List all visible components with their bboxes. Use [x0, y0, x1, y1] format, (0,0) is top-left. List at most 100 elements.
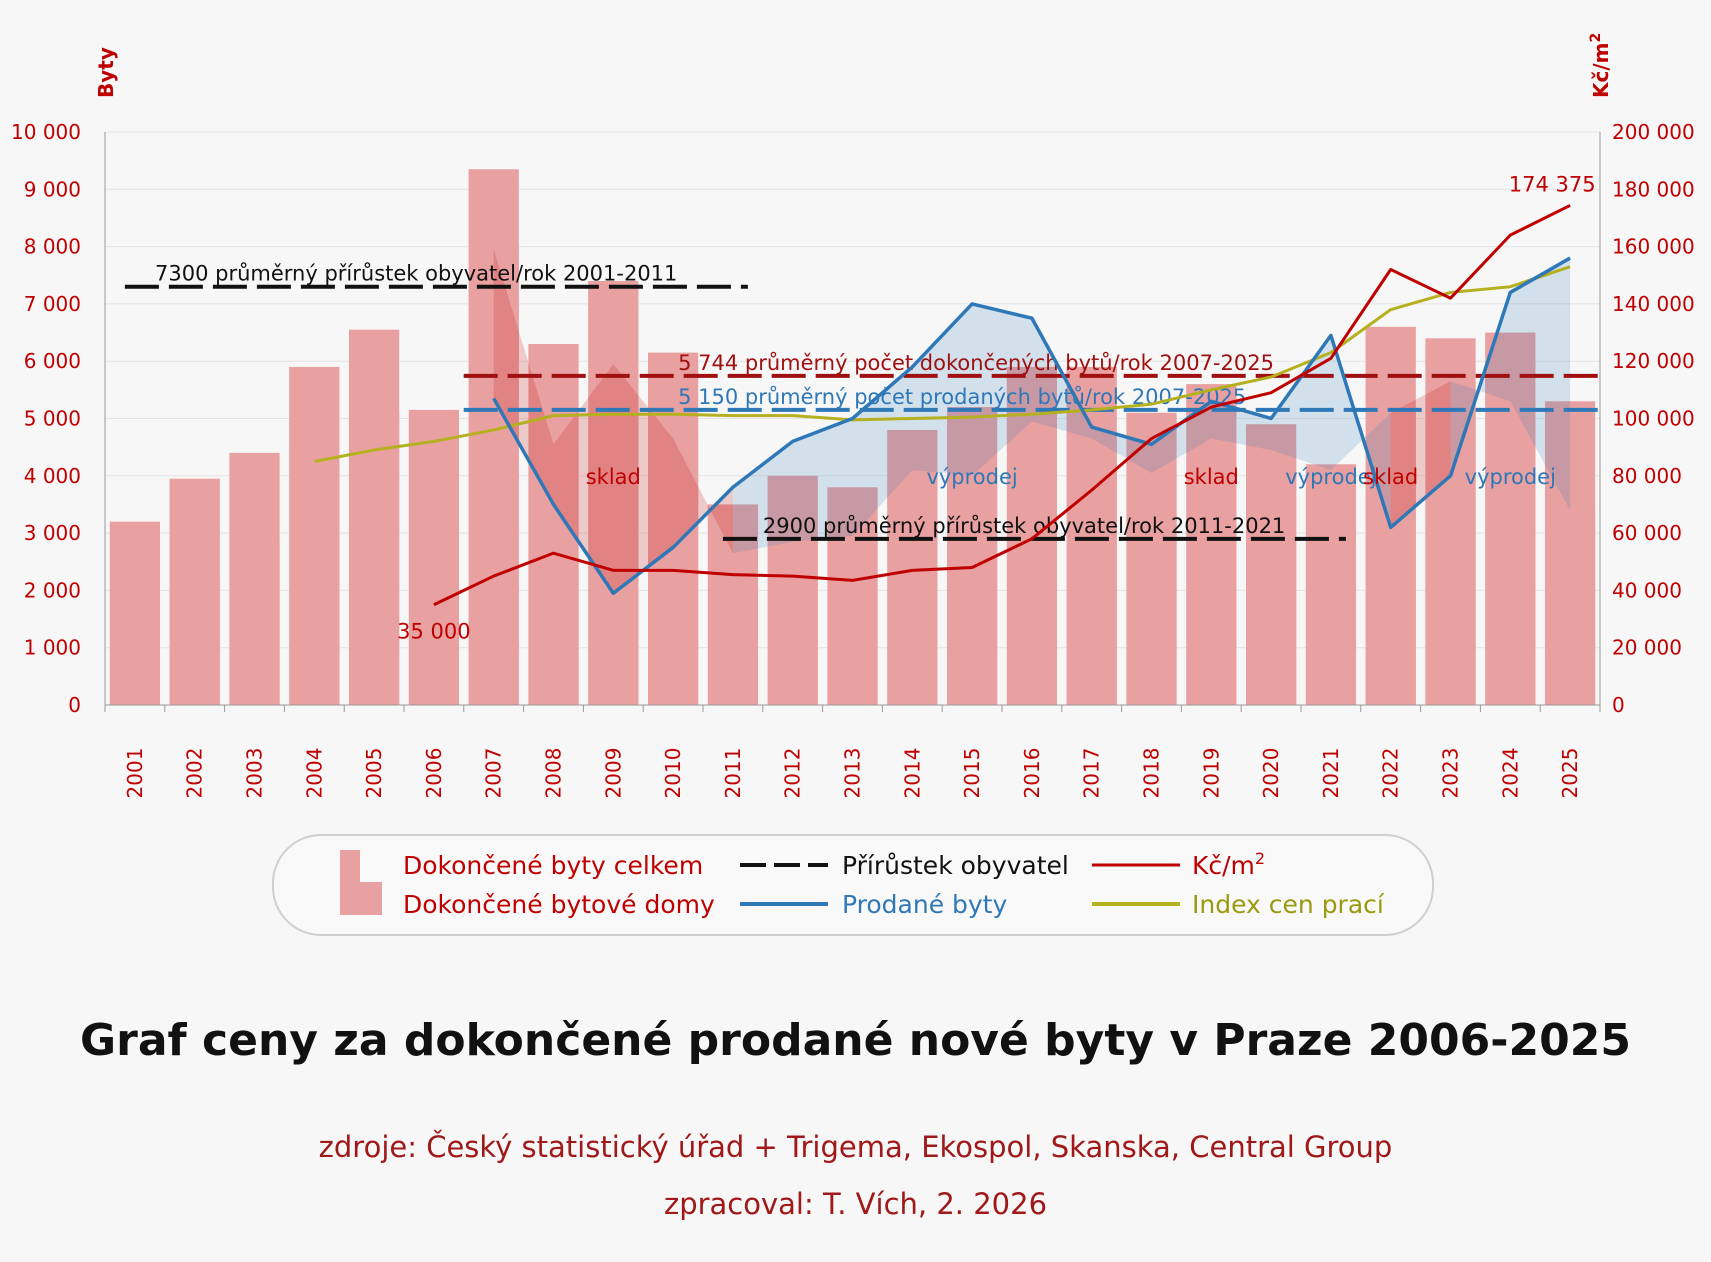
x-tick-label: 2006 — [422, 748, 446, 799]
x-tick-label: 2002 — [183, 748, 207, 799]
bar-houses — [1326, 470, 1357, 705]
bar-houses — [548, 444, 579, 705]
right-axis-title-sup: 2 — [1588, 33, 1604, 43]
left-tick-label: 1 000 — [24, 636, 81, 660]
x-tick-label: 2024 — [1498, 748, 1522, 799]
legend-labor: Index cen prací — [1192, 890, 1385, 919]
bar-houses — [967, 475, 998, 705]
x-tick-label: 2013 — [841, 748, 865, 799]
right-axis-title: Kč/m2 — [1588, 33, 1613, 98]
hatch-vyprodej — [732, 441, 793, 554]
legend-bars-houses: Dokončené bytové domy — [403, 890, 715, 919]
annotation: sklad — [1363, 465, 1418, 489]
x-tick-label: 2012 — [781, 748, 805, 799]
right-tick-label: 40 000 — [1612, 578, 1682, 602]
right-tick-label: 160 000 — [1612, 235, 1695, 259]
right-tick-label: 80 000 — [1612, 464, 1682, 488]
hatch-sklad — [613, 364, 674, 594]
bar-houses — [369, 412, 400, 705]
hatch-vyprodej — [1151, 401, 1212, 473]
x-tick-label: 2005 — [362, 748, 386, 799]
bar-houses — [189, 576, 220, 705]
reference-lines: 7300 průměrný přírůstek obyvatel/rok 200… — [124, 262, 1604, 541]
left-tick-label: 7 000 — [24, 292, 81, 316]
bar-houses — [249, 538, 280, 705]
axes — [104, 132, 1601, 712]
hatch-vyprodej — [1510, 258, 1571, 511]
bar-houses — [130, 607, 161, 705]
x-tick-label: 2015 — [960, 748, 984, 799]
x-tick-label: 2011 — [721, 748, 745, 799]
annotation: výprodej — [1285, 465, 1376, 489]
right-tick-label: 140 000 — [1612, 292, 1695, 316]
hatch-sklad — [553, 364, 614, 594]
x-tick-label: 2008 — [542, 748, 566, 799]
annotation: 35 000 — [397, 620, 470, 644]
sources-line: zdroje: Český statistický úřad + Trigema… — [318, 1130, 1393, 1164]
x-tick-label: 2023 — [1439, 748, 1463, 799]
reference-line-label: 2900 průměrný přírůstek obyvatel/rok 201… — [763, 514, 1285, 538]
bar-houses — [1385, 412, 1416, 705]
left-tick-label: 10 000 — [11, 120, 81, 144]
legend-price-base: Kč/m — [1192, 851, 1255, 880]
legend-bars-total: Dokončené byty celkem — [403, 851, 703, 880]
reference-line-label: 5 150 průměrný počet prodaných bytů/rok … — [678, 385, 1246, 409]
right-tick-label: 0 — [1612, 693, 1625, 717]
x-tick-label: 2021 — [1319, 748, 1343, 799]
x-tick-label: 2016 — [1020, 748, 1044, 799]
left-tick-label: 9 000 — [24, 177, 81, 201]
legend-swatch-bars-houses — [340, 882, 382, 915]
bar-houses — [608, 364, 639, 705]
bars — [109, 169, 1596, 705]
tick-labels: 0 1 000 2 000 3 000 4 000 5 000 6 000 7 000 8 00… — [11, 120, 1695, 798]
series-line-sold — [492, 256, 1571, 596]
x-tick-label: 2001 — [123, 748, 147, 799]
right-tick-label: 180 000 — [1612, 177, 1695, 201]
x-tick-label: 2018 — [1140, 748, 1164, 799]
x-tick-label: 2019 — [1199, 748, 1223, 799]
hatch-vyprodej — [1211, 401, 1272, 451]
x-tick-label: 2022 — [1379, 748, 1403, 799]
right-tick-label: 20 000 — [1612, 636, 1682, 660]
x-tick-label: 2025 — [1558, 748, 1582, 799]
bar-houses — [309, 467, 340, 705]
bar-houses — [1206, 438, 1237, 705]
x-tick-label: 2014 — [900, 748, 924, 799]
bar-houses — [1027, 421, 1058, 705]
bar-houses — [1146, 472, 1177, 705]
x-tick-label: 2003 — [243, 748, 267, 799]
x-tick-label: 2007 — [482, 748, 506, 799]
left-tick-label: 3 000 — [24, 521, 81, 545]
series-lines — [314, 204, 1571, 607]
annotation: sklad — [586, 465, 641, 489]
author-line: zpracoval: T. Vích, 2. 2026 — [663, 1187, 1048, 1221]
hatch-vyprodej — [1271, 335, 1331, 471]
legend-price: Kč/m2 — [1192, 849, 1265, 880]
left-axis-title: Byty — [94, 47, 118, 98]
x-tick-label: 2004 — [302, 748, 326, 799]
series-line-labor-index — [314, 265, 1571, 463]
hatch-vyprodej — [792, 418, 853, 542]
hatch-vyprodej — [972, 303, 1032, 476]
bar-houses — [1086, 438, 1117, 705]
legend: Dokončené byty celkem Dokončené bytové d… — [272, 834, 1434, 936]
right-axis-title-base: Kč/m — [1589, 43, 1613, 99]
reference-line-label: 7300 průměrný přírůstek obyvatel/rok 200… — [155, 262, 677, 286]
reference-line-label: 5 744 průměrný počet dokončených bytů/ro… — [678, 351, 1274, 375]
legend-pop: Přírůstek obyvatel — [842, 851, 1069, 880]
left-tick-label: 2 000 — [24, 578, 81, 602]
bar-houses — [1266, 450, 1297, 705]
bar-houses — [1505, 401, 1536, 705]
chart: 7300 průměrný přírůstek obyvatel/rok 200… — [11, 33, 1695, 936]
bar-houses — [907, 470, 938, 705]
right-tick-label: 100 000 — [1612, 407, 1695, 431]
bar-houses — [847, 535, 878, 705]
x-tick-label: 2017 — [1080, 748, 1104, 799]
left-tick-label: 8 000 — [24, 235, 81, 259]
right-tick-label: 60 000 — [1612, 521, 1682, 545]
x-tick-label: 2009 — [601, 748, 625, 799]
right-tick-label: 120 000 — [1612, 349, 1695, 373]
x-tick-label: 2010 — [661, 748, 685, 799]
annotation: sklad — [1184, 465, 1239, 489]
page-title: Graf ceny za dokončené prodané nové byty… — [80, 1015, 1631, 1066]
